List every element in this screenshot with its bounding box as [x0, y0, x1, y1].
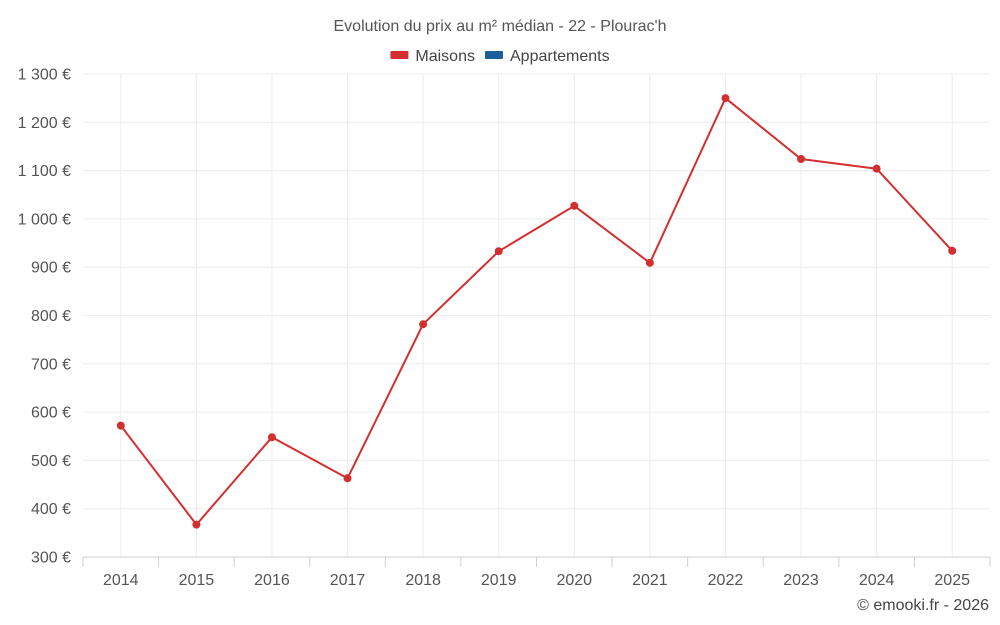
y-tick-label: 1 200 € — [18, 115, 71, 132]
data-point — [872, 164, 881, 173]
x-tick-label: 2015 — [179, 572, 215, 589]
x-tick-label: 2020 — [556, 572, 592, 589]
y-tick-label: 300 € — [31, 550, 71, 567]
legend-label: Maisons — [415, 48, 475, 65]
data-point — [343, 474, 352, 483]
legend: Maisons Appartements — [390, 48, 610, 65]
data-point — [797, 155, 806, 164]
x-tick-label: 2021 — [632, 572, 668, 589]
gridlines — [83, 73, 990, 557]
y-tick-label: 400 € — [31, 501, 71, 518]
data-point — [645, 258, 654, 267]
y-tick-label: 1 100 € — [18, 163, 71, 180]
y-tick-label: 500 € — [31, 453, 71, 470]
x-tick-label: 2025 — [934, 572, 970, 589]
data-point — [419, 320, 428, 329]
credit-text: © emooki.fr - 2026 — [857, 597, 989, 614]
data-point — [948, 246, 957, 255]
series-layer — [116, 94, 957, 529]
legend-item-maisons: Maisons — [390, 48, 475, 65]
y-tick-label: 800 € — [31, 308, 71, 325]
data-point — [721, 94, 730, 103]
x-tick-label: 2022 — [708, 572, 744, 589]
y-tick-label: 1 300 € — [18, 67, 71, 84]
y-tick-label: 600 € — [31, 405, 71, 422]
data-point — [116, 421, 125, 430]
data-point — [267, 433, 276, 442]
x-tick-label: 2023 — [783, 572, 819, 589]
axes: 300 € 400 € 500 € 600 € 700 € 800 € 900 € 1 000… — [18, 67, 991, 589]
x-tick-label: 2019 — [481, 572, 517, 589]
x-tick-label: 2017 — [330, 572, 366, 589]
x-tick-label: 2014 — [103, 572, 139, 589]
y-tick-label: 1 000 € — [18, 211, 71, 228]
legend-label: Appartements — [510, 48, 610, 65]
chart-title: Evolution du prix au m² médian - 22 - Pl… — [334, 18, 667, 35]
data-point — [494, 247, 503, 256]
y-tick-label: 900 € — [31, 260, 71, 277]
data-point — [192, 520, 201, 529]
x-tick-label: 2024 — [859, 572, 895, 589]
x-tick-label: 2018 — [405, 572, 441, 589]
data-point — [570, 201, 579, 210]
legend-swatch — [485, 51, 503, 59]
legend-swatch — [390, 51, 409, 59]
x-tick-label: 2016 — [254, 572, 290, 589]
y-tick-label: 700 € — [31, 356, 71, 373]
series-line-maisons — [120, 97, 953, 526]
legend-item-appartements: Appartements — [485, 48, 610, 65]
